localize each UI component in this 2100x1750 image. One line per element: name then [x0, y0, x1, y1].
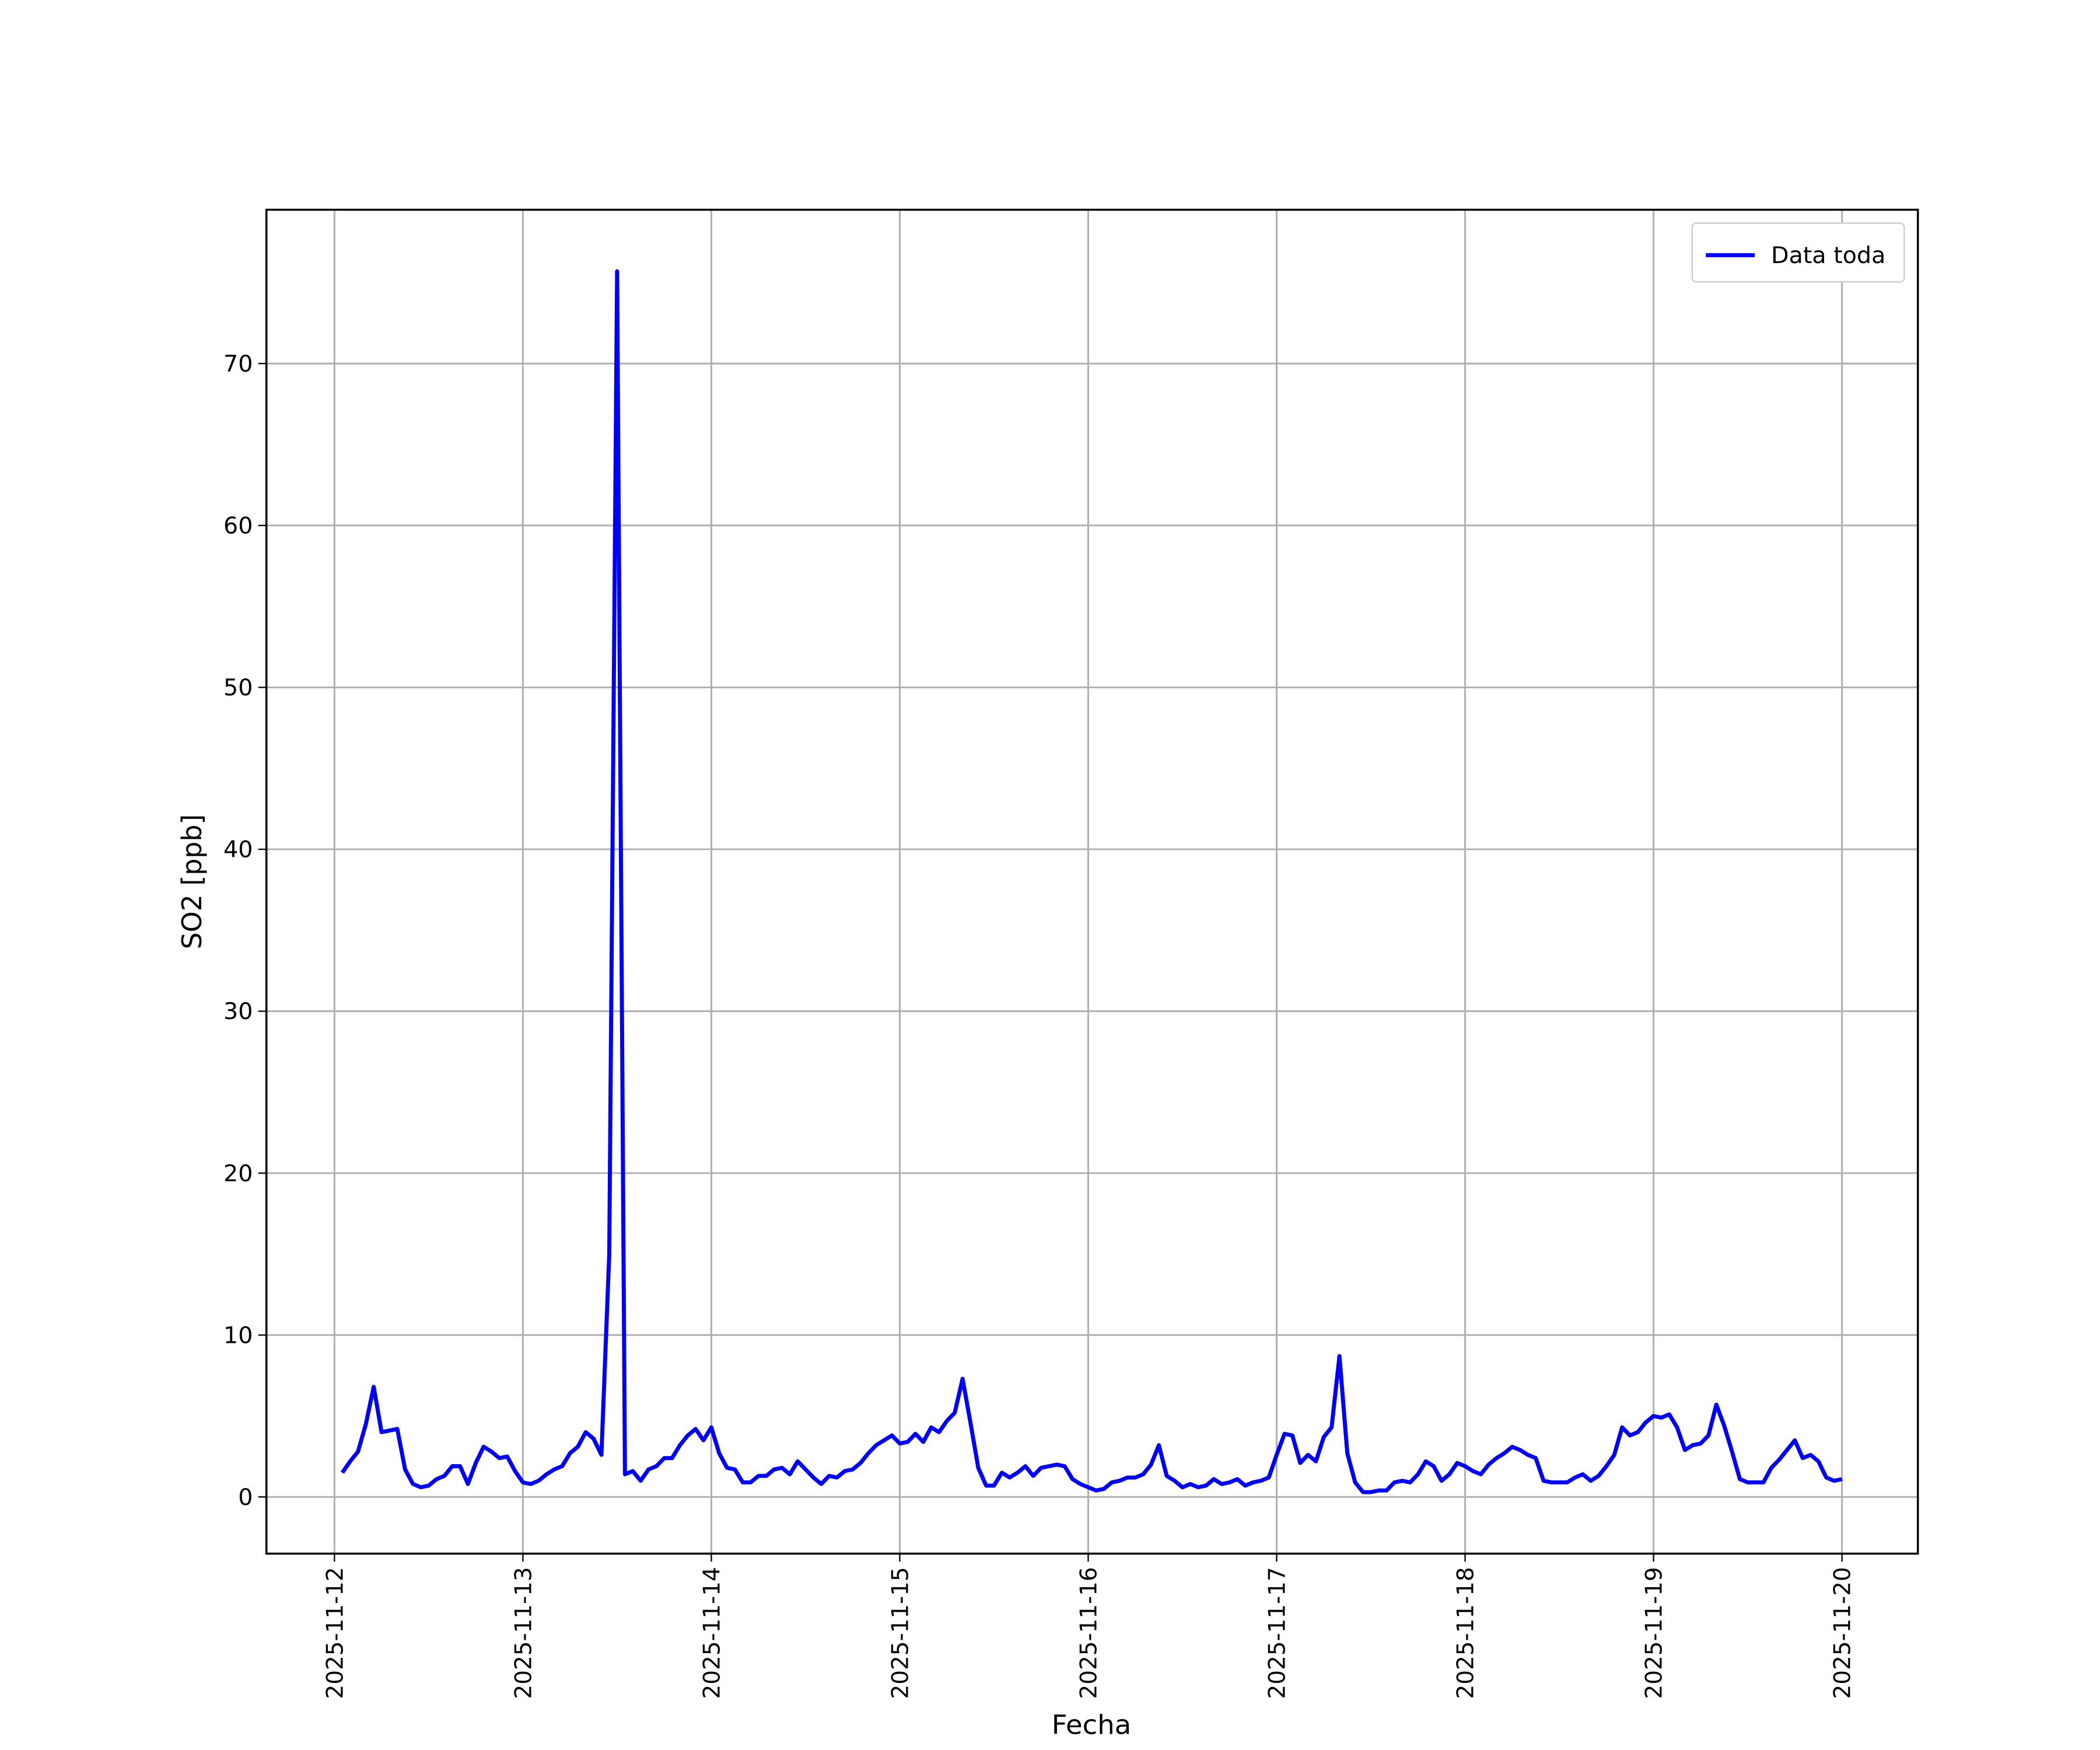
x-tick-label: 2025-11-15: [887, 1567, 914, 1699]
x-tick-label: 2025-11-12: [322, 1567, 348, 1699]
x-tick-label: 2025-11-16: [1076, 1567, 1102, 1699]
x-tick-label: 2025-11-14: [699, 1567, 725, 1699]
x-axis-label: Fecha: [1052, 1709, 1132, 1741]
legend-box: [1691, 222, 1905, 283]
y-tick-label: 70: [223, 351, 253, 377]
y-axis-label: SO2 [ppb]: [176, 814, 207, 950]
x-tick-label: 2025-11-20: [1829, 1567, 1856, 1699]
y-tick-label: 0: [238, 1485, 253, 1511]
y-tick-label: 40: [223, 837, 253, 863]
x-tick-label: 2025-11-17: [1264, 1567, 1290, 1699]
legend-label: Data toda: [1771, 243, 1885, 269]
plot-frame: [265, 208, 1919, 1555]
y-tick-label: 50: [223, 675, 253, 701]
x-tick-label: 2025-11-19: [1641, 1567, 1667, 1699]
x-tick-label: 2025-11-18: [1452, 1567, 1479, 1699]
y-tick-label: 30: [223, 999, 253, 1026]
y-tick-label: 10: [223, 1323, 253, 1349]
y-tick-label: 60: [223, 513, 253, 540]
x-tick-label: 2025-11-13: [510, 1567, 537, 1699]
y-tick-label: 20: [223, 1161, 253, 1187]
data-line: [340, 269, 1843, 1494]
